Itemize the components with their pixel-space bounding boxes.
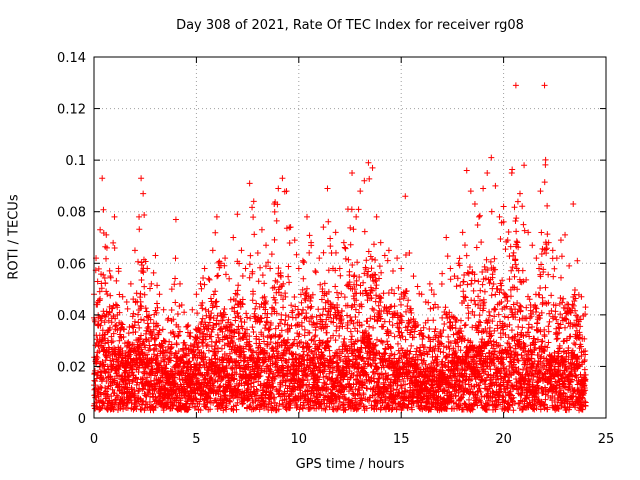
scatter-markers [90, 82, 589, 414]
x-tick-label: 25 [598, 432, 615, 447]
x-tick-label: 10 [291, 432, 308, 447]
y-tick-label: 0.06 [57, 257, 86, 272]
data-points [90, 82, 589, 414]
y-tick-label: 0.08 [57, 206, 86, 221]
x-axis-label: GPS time / hours [295, 457, 405, 472]
x-tick-label: 15 [393, 432, 410, 447]
x-axis-ticks: 0 5 10 15 20 25 [90, 57, 614, 447]
y-axis-ticks: 0 0.02 0.04 0.06 0.08 0.1 0.12 0.14 [57, 51, 606, 427]
x-tick-label: 5 [192, 432, 200, 447]
x-tick-label: 20 [495, 432, 512, 447]
x-tick-label: 0 [90, 432, 98, 447]
y-tick-label: 0.04 [57, 309, 86, 324]
y-axis-label: ROTI / TECUs [6, 194, 22, 280]
y-tick-label: 0.02 [57, 360, 86, 375]
plot-frame [93, 56, 607, 419]
y-tick-label: 0 [78, 412, 86, 427]
y-tick-label: 0.1 [65, 154, 86, 169]
chart-title: Day 308 of 2021, Rate Of TEC Index for r… [176, 18, 524, 33]
y-tick-label: 0.12 [57, 103, 86, 118]
y-tick-label: 0.14 [57, 51, 86, 66]
